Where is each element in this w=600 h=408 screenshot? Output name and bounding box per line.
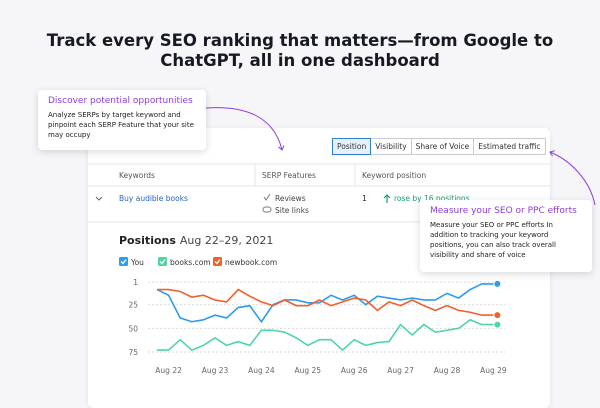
chart-heading: Positions Aug 22–29, 2021	[119, 234, 273, 247]
x-tick-label: Aug 22	[155, 366, 182, 375]
column-header: Keywords	[119, 171, 155, 180]
chart-subtitle: Aug 22–29, 2021	[180, 234, 273, 247]
headline: Track every SEO ranking that matters—fro…	[46, 31, 554, 70]
end-point	[493, 279, 502, 288]
x-tick-label: Aug 27	[387, 366, 414, 375]
tabs: Position Visibility Share of Voice Estim…	[332, 138, 546, 155]
end-point	[493, 320, 502, 329]
series-line	[157, 318, 494, 352]
y-tick-label: 25	[128, 301, 138, 310]
chart-title: Positions	[119, 234, 176, 247]
x-tick-label: Aug 24	[248, 366, 275, 375]
callout-title: Discover potential opportunities	[48, 96, 193, 106]
arrow	[205, 107, 282, 150]
x-tick-label: Aug 23	[202, 366, 229, 375]
serp-feature: Reviews	[275, 194, 306, 203]
tab[interactable]: Position	[332, 138, 372, 155]
column-header: Keyword position	[362, 171, 426, 180]
legend-swatch	[119, 257, 128, 266]
callout-body: Analyze SERPs by target keyword and pinp…	[48, 111, 194, 139]
keyword-link[interactable]: Buy audible books	[119, 194, 188, 203]
callout-title: Measure your SEO or PPC efforts	[430, 206, 577, 216]
callout: Discover potential opportunities Analyze…	[38, 90, 206, 150]
x-tick-label: Aug 28	[434, 366, 461, 375]
legend-check	[214, 259, 221, 265]
legend-label: books.com	[170, 258, 211, 267]
legend-check	[159, 259, 166, 265]
callout: Measure your SEO or PPC efforts Measure …	[420, 200, 592, 272]
x-tick-label: Aug 26	[341, 366, 368, 375]
tab[interactable]: Share of Voice	[410, 138, 475, 155]
icon	[262, 206, 272, 213]
icon	[263, 193, 271, 201]
legend-label: You	[130, 258, 144, 267]
series-line	[156, 283, 494, 324]
chevron[interactable]	[95, 196, 103, 201]
serp-feature: Site links	[275, 206, 309, 215]
y-tick-label: 50	[128, 324, 138, 333]
position-change: rose by 16 positions	[394, 194, 470, 203]
keyword-position: 1	[362, 194, 367, 203]
legend-swatch	[213, 257, 222, 266]
icon	[383, 194, 391, 203]
tab[interactable]: Estimated traffic	[473, 138, 546, 155]
column-header: SERP Features	[262, 171, 316, 180]
x-tick-label: Aug 29	[480, 366, 507, 375]
x-tick-label: Aug 25	[295, 366, 322, 375]
end-point	[493, 311, 502, 320]
legend-swatch	[158, 257, 167, 266]
legend-label: newbook.com	[225, 258, 277, 267]
y-tick-label: 75	[128, 348, 138, 357]
series-line	[157, 288, 494, 316]
arrow	[550, 152, 596, 206]
y-tick-label: 1	[133, 278, 138, 287]
legend-check	[120, 259, 127, 265]
callout-body: Measure your SEO or PPC efforts In addit…	[430, 221, 556, 259]
